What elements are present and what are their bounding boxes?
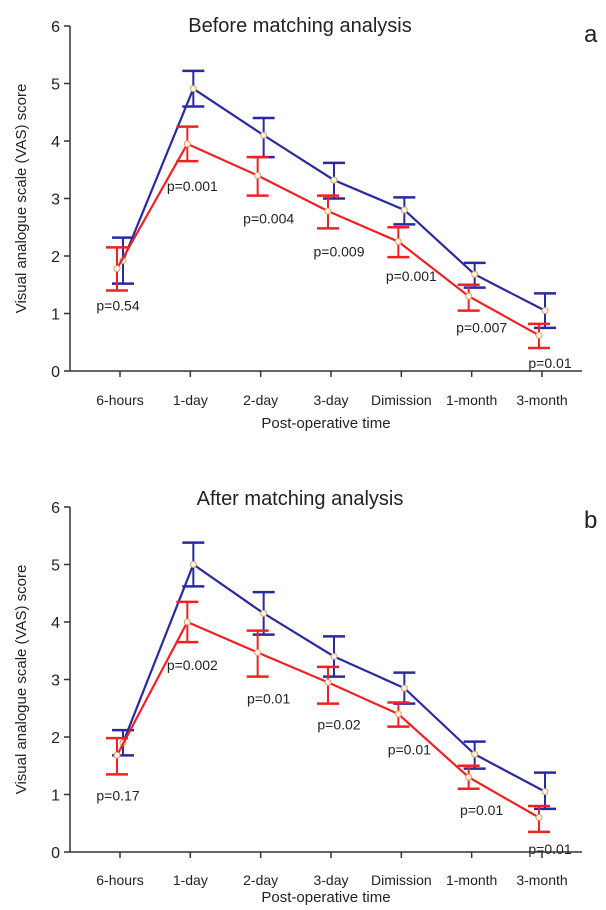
- data-point: [471, 750, 479, 758]
- y-tick-label: 2: [51, 249, 60, 266]
- y-tick-label: 0: [51, 364, 60, 381]
- y-tick-label: 1: [51, 307, 60, 324]
- x-tick-label: 1-month: [446, 392, 497, 408]
- data-point: [330, 653, 338, 660]
- p-value-annotation: p=0.007: [456, 320, 507, 336]
- x-axis-label: Post-operative time: [261, 889, 390, 906]
- y-tick-label: 4: [51, 615, 60, 632]
- data-point: [183, 140, 191, 148]
- y-axis-label: Visual analogue scale (VAS) score: [13, 84, 30, 314]
- p-value-annotation: p=0.01: [528, 355, 571, 371]
- p-value-annotation: p=0.002: [167, 657, 218, 673]
- data-point: [189, 85, 197, 93]
- data-point: [324, 207, 332, 215]
- y-tick-label: 3: [51, 673, 60, 690]
- x-tick-label: 3-day: [313, 872, 348, 888]
- x-tick-label: 6-hours: [96, 872, 143, 888]
- series-1: [106, 600, 550, 834]
- x-tick-label: 1-month: [446, 872, 497, 888]
- y-tick-label: 4: [51, 134, 60, 151]
- p-value-annotation: p=0.001: [386, 268, 437, 284]
- p-value-annotation: p=0.009: [314, 243, 365, 259]
- x-axis-label: Post-operative time: [261, 415, 390, 432]
- data-point: [113, 265, 121, 273]
- data-point: [324, 678, 332, 686]
- x-tick-label: 6-hours: [96, 392, 143, 408]
- data-point: [330, 176, 338, 184]
- data-point: [541, 788, 549, 796]
- x-tick-label: Dimission: [371, 872, 432, 888]
- p-value-annotation: p=0.001: [167, 178, 218, 194]
- data-point: [465, 773, 473, 781]
- p-value-annotation: p=0.01: [388, 742, 431, 758]
- y-tick-label: 5: [51, 558, 60, 575]
- data-point: [400, 206, 408, 214]
- data-point: [260, 131, 268, 139]
- p-value-annotation: p=0.02: [317, 717, 360, 733]
- y-tick-label: 6: [51, 500, 60, 517]
- y-tick-label: 6: [51, 19, 60, 36]
- y-tick-label: 2: [51, 730, 60, 747]
- p-value-annotation: p=0.01: [528, 841, 571, 857]
- chart-title: After matching analysis: [197, 488, 404, 510]
- p-value-annotation: p=0.54: [96, 298, 139, 314]
- data-point: [541, 307, 549, 315]
- data-point: [254, 648, 262, 656]
- y-tick-label: 5: [51, 77, 60, 94]
- series-0: [112, 69, 556, 330]
- data-point: [113, 751, 121, 759]
- x-tick-label: 1-day: [173, 872, 208, 888]
- y-axis-label: Visual analogue scale (VAS) score: [13, 565, 30, 795]
- x-tick-label: 3-month: [516, 392, 567, 408]
- p-value-annotation: p=0.17: [96, 787, 139, 803]
- y-tick-label: 1: [51, 788, 60, 805]
- data-point: [260, 609, 268, 617]
- data-point: [535, 331, 543, 339]
- x-tick-label: Dimission: [371, 392, 432, 408]
- x-tick-label: 2-day: [243, 392, 278, 408]
- p-value-annotation: p=0.01: [247, 691, 290, 707]
- data-point: [183, 618, 191, 626]
- p-value-annotation: p=0.01: [460, 802, 503, 818]
- chart-title: Before matching analysis: [188, 15, 411, 37]
- y-tick-label: 3: [51, 192, 60, 209]
- y-tick-label: 0: [51, 845, 60, 862]
- data-point: [394, 238, 402, 246]
- chart-panel-a: Before matching analysis a 0 1 2 3 4 5 6 6-hours 1…: [13, 15, 598, 432]
- series-line: [121, 562, 546, 793]
- panel-letter: a: [584, 21, 598, 48]
- x-tick-label: 3-day: [313, 392, 348, 408]
- series-0: [112, 541, 556, 811]
- p-value-annotation: p=0.004: [243, 211, 294, 227]
- x-tick-label: 2-day: [243, 872, 278, 888]
- series-line: [116, 142, 540, 337]
- data-point: [394, 710, 402, 718]
- data-point: [535, 814, 543, 821]
- data-point: [465, 292, 473, 300]
- data-point: [254, 172, 262, 179]
- series-1: [106, 125, 550, 350]
- data-point: [400, 684, 408, 692]
- data-point: [471, 270, 479, 278]
- panel-letter: b: [584, 507, 597, 534]
- x-tick-label: 3-month: [516, 872, 567, 888]
- chart-panel-b: After matching analysis b 0 1 2 3 4 5 6 6-hours 1-…: [13, 488, 597, 906]
- x-tick-label: 1-day: [173, 392, 208, 408]
- data-point: [189, 561, 197, 568]
